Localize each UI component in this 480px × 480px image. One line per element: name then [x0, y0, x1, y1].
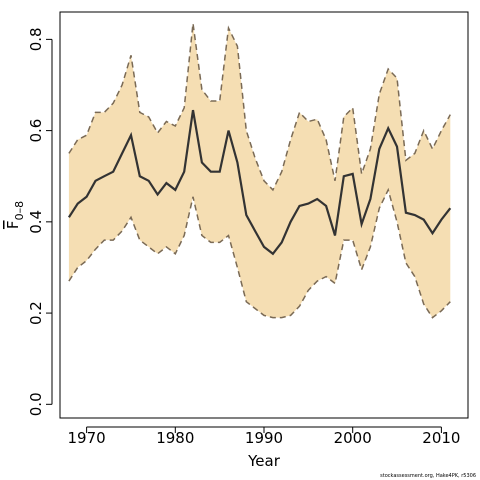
plot-frame [59, 11, 469, 419]
x-tick-label: 1980 [156, 429, 194, 447]
y-tick-label: 0.6 [27, 119, 45, 143]
x-tick-label: 1970 [68, 429, 106, 447]
x-axis: 1970 1980 1990 2000 2010 [68, 426, 460, 447]
upper-bound-line [68, 23, 451, 192]
y-axis-label: F0–8 [4, 201, 26, 229]
y-tick-label: 0.8 [27, 27, 45, 51]
y-tick-label: 0.4 [27, 210, 45, 234]
x-tick-label: 1990 [245, 429, 283, 447]
y-axis-label-main: F [4, 220, 22, 229]
x-tick-label: 2000 [334, 429, 372, 447]
svg-text:F0–8: F0–8 [4, 201, 26, 229]
y-axis-label-sub: 0–8 [13, 201, 26, 221]
source-note: stockassessment.org, Hake4PK, r5306 [380, 473, 476, 479]
estimate-line [67, 109, 452, 256]
y-tick-label: 0.2 [27, 301, 45, 325]
x-axis-label: Year [247, 452, 281, 470]
y-axis: 0.0 0.2 0.4 0.6 0.8 [27, 27, 53, 416]
y-tick-label: 0.0 [27, 392, 45, 416]
lower-bound-line [68, 187, 451, 319]
x-tick-label: 2010 [422, 429, 460, 447]
